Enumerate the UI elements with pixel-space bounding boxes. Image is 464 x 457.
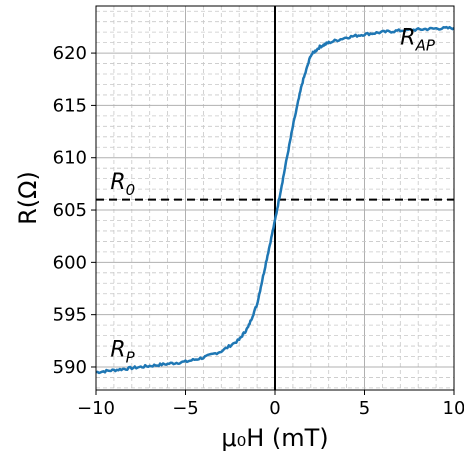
y-tick-label: 595 [53,305,87,326]
reference-lines [96,6,454,390]
x-tick-label: 0 [269,398,280,419]
y-axis-title: R(Ω) [14,171,42,225]
y-tick-label: 605 [53,200,87,221]
annotation-r-ap: RAP [400,26,436,55]
x-tick-label: −5 [172,398,199,419]
annotation-r-p: RP [110,338,135,367]
y-tick-label: 610 [53,148,87,169]
y-tick-label: 620 [53,43,87,64]
series-layer [95,25,455,375]
x-tick-label: −10 [77,398,115,419]
axis-ticks: −10 −5 0 5 10 590 595 600 605 610 615 620 [53,43,464,419]
x-axis-title: μ₀H (mT) [221,424,328,452]
x-tick-label: 10 [443,398,464,419]
annotation-r-0: R0 [110,170,135,199]
y-tick-label: 590 [53,357,87,378]
series-line-0 [95,25,455,375]
annotations: R0 RP RAP [110,26,436,367]
y-tick-label: 600 [53,252,87,273]
x-tick-label: 5 [359,398,370,419]
y-tick-label: 615 [53,95,87,116]
